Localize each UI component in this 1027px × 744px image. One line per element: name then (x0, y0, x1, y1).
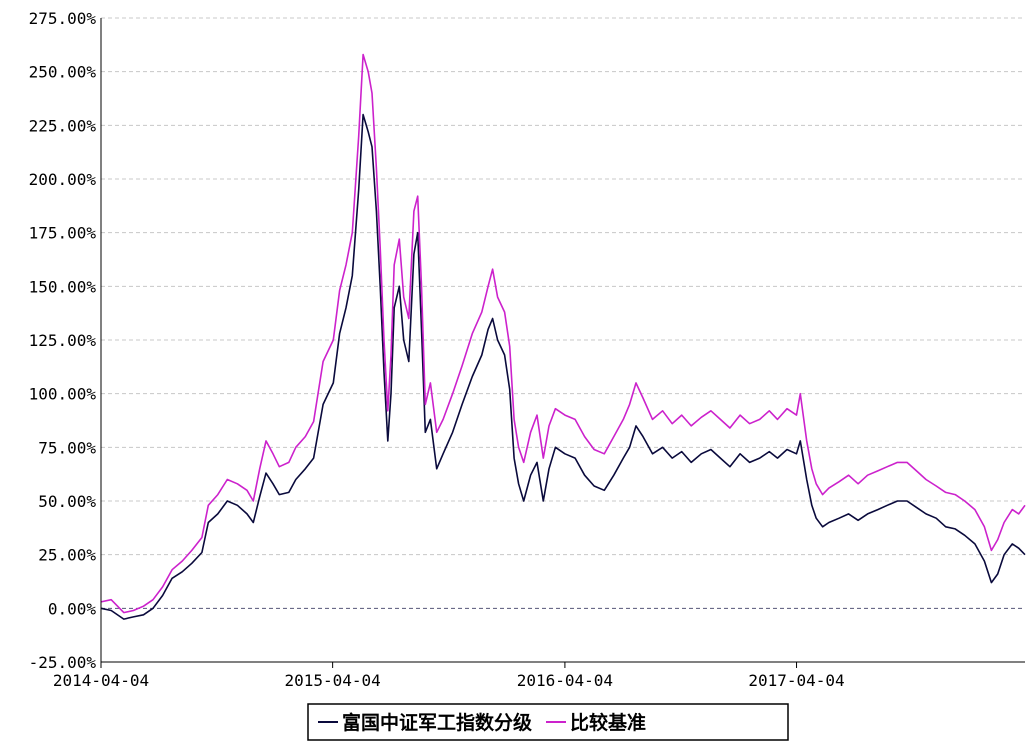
y-tick-label: 25.00% (38, 546, 96, 565)
series-lines (100, 53, 1026, 620)
y-tick-label: 75.00% (38, 438, 96, 457)
grid-lines (101, 17, 1025, 609)
legend: 富国中证军工指数分级 比较基准 (307, 703, 789, 741)
y-tick-label: 50.00% (38, 492, 96, 511)
x-tick-label: 2016-04-04 (517, 671, 613, 690)
legend-label: 比较基准 (570, 711, 646, 734)
y-tick-label: 0.00% (48, 599, 97, 618)
y-axis-ticks: -25.00% 0.00% 25.00% 50.00% 75.00% 100.00% 125… (29, 9, 97, 672)
x-tick-label: 2015-04-04 (284, 671, 380, 690)
series-line (100, 113, 1026, 620)
y-tick-label: 250.00% (29, 63, 97, 82)
y-tick-label: 275.00% (29, 9, 97, 28)
x-tick-label: 2017-04-04 (748, 671, 844, 690)
axes (100, 18, 1025, 663)
y-tick-label: 150.00% (29, 277, 97, 296)
y-tick-label: -25.00% (29, 653, 97, 672)
y-tick-label: 200.00% (29, 170, 97, 189)
y-tick-label: 175.00% (29, 224, 97, 243)
y-tick-label: 125.00% (29, 331, 97, 350)
y-tick-label: 225.00% (29, 116, 97, 135)
x-tick-label: 2014-04-04 (53, 671, 149, 690)
series-line (100, 53, 1026, 614)
y-tick-label: 100.00% (29, 385, 97, 404)
legend-label: 富国中证军工指数分级 (342, 711, 532, 734)
x-axis-ticks: 2014-04-04 2015-04-04 2016-04-04 2017-04-04 (53, 662, 845, 690)
